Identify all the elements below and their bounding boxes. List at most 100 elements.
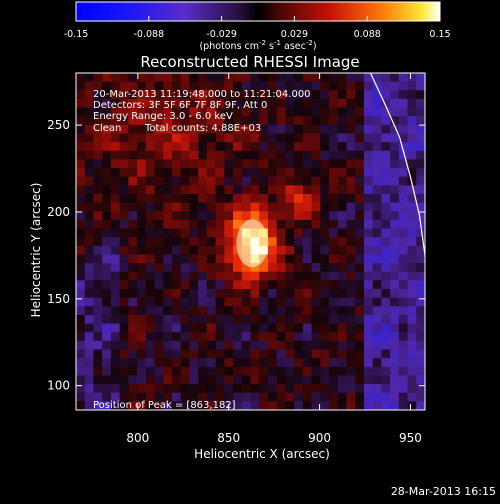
heatmap-cell [320, 366, 330, 377]
heatmap-cell [381, 116, 391, 126]
heatmap-cell [93, 185, 103, 195]
heatmap-cell [233, 150, 243, 161]
heatmap-cell [110, 323, 121, 333]
heatmap-cell [206, 280, 217, 290]
heatmap-cell [215, 133, 225, 143]
heatmap-cell [224, 280, 234, 290]
heatmap-cell [110, 349, 121, 359]
heatmap-cell [171, 228, 182, 238]
y-tick-label: 250 [47, 118, 70, 132]
heatmap-cell [267, 306, 278, 316]
heatmap-cell [76, 245, 86, 256]
colorbar-unit-mid: s [266, 41, 274, 52]
heatmap-cell [285, 245, 295, 256]
heatmap-cell [337, 116, 348, 126]
heatmap-cell [407, 358, 417, 368]
heatmap-cell [259, 263, 269, 273]
heatmap-cell [407, 73, 417, 83]
heatmap-cell [320, 228, 330, 238]
heatmap-cell [241, 107, 252, 117]
heatmap-cell [294, 245, 304, 256]
heatmap-cell [76, 349, 86, 359]
heatmap-cell [372, 289, 382, 299]
heatmap-cell [76, 271, 86, 281]
heatmap-cell [276, 384, 286, 394]
heatmap-cell [154, 237, 164, 247]
heatmap-cell [206, 81, 217, 91]
heatmap-cell [102, 116, 112, 126]
heatmap-cell [259, 332, 269, 342]
heatmap-cell [163, 133, 173, 143]
heatmap-cell [233, 263, 243, 273]
heatmap-cell [154, 124, 164, 135]
heatmap-cell [259, 142, 269, 152]
heatmap-cell [189, 150, 199, 161]
heatmap-cell [171, 73, 182, 83]
heatmap-cell [84, 116, 95, 126]
heatmap-cell [294, 289, 304, 299]
heatmap-cell [128, 193, 138, 204]
heatmap-cell [259, 384, 269, 394]
heatmap-cell [311, 159, 321, 169]
heatmap-cell [102, 323, 112, 333]
heatmap-cell [267, 73, 278, 83]
heatmap-cell [259, 202, 269, 212]
heatmap-cell [206, 159, 217, 169]
heatmap-cell [206, 297, 217, 307]
heatmap-cell [198, 306, 208, 316]
heatmap-cell [416, 116, 425, 126]
heatmap-cell [145, 289, 156, 299]
y-tick-label: 200 [47, 205, 70, 219]
heatmap-cell [137, 254, 147, 264]
heatmap-cell [84, 107, 95, 117]
heatmap-cell [180, 289, 191, 299]
heatmap-cell [329, 142, 339, 152]
heatmap-cell [102, 384, 112, 394]
heatmap-cell [337, 228, 348, 238]
heatmap-cell [294, 211, 304, 221]
heatmap-cell [102, 366, 112, 377]
heatmap-cell [259, 168, 269, 178]
heatmap-cell [285, 107, 295, 117]
heatmap-cell [180, 185, 191, 195]
heatmap-cell [93, 384, 103, 394]
heatmap-cell [215, 271, 225, 281]
heatmap-cell [346, 219, 356, 230]
heatmap-cell [102, 185, 112, 195]
heatmap-cell [337, 150, 348, 161]
heatmap-cell [145, 116, 156, 126]
heatmap-cell [84, 289, 95, 299]
heatmap-cell [416, 81, 425, 91]
heatmap-cell [215, 280, 225, 290]
heatmap-cell [302, 297, 313, 307]
heatmap-cell [180, 73, 191, 83]
heatmap-cell [145, 401, 156, 410]
heatmap-cell [137, 150, 147, 161]
heatmap-cell [346, 306, 356, 316]
heatmap-cell [267, 332, 278, 342]
heatmap-cell [102, 237, 112, 247]
heatmap-cell [137, 90, 147, 100]
heatmap-cell [189, 81, 199, 91]
heatmap-cell [93, 332, 103, 342]
heatmap-cell [346, 124, 356, 135]
heatmap-cell [276, 271, 286, 281]
heatmap-cell [398, 193, 409, 204]
heatmap-cell [329, 349, 339, 359]
heatmap-cell [346, 142, 356, 152]
heatmap-cell [241, 211, 252, 221]
heatmap-cell [110, 98, 121, 109]
heatmap-cell [320, 219, 330, 230]
heatmap-cell [346, 314, 356, 325]
heatmap-cell [233, 185, 243, 195]
heatmap-cell [84, 133, 95, 143]
heatmap-cell [154, 392, 164, 402]
heatmap-cell [267, 159, 278, 169]
x-tick-label: 800 [126, 431, 149, 445]
heatmap-cell [302, 323, 313, 333]
heatmap-cell [372, 73, 382, 83]
heatmap-cell [215, 297, 225, 307]
heatmap-cell [224, 384, 234, 394]
heatmap-cell [337, 237, 348, 247]
